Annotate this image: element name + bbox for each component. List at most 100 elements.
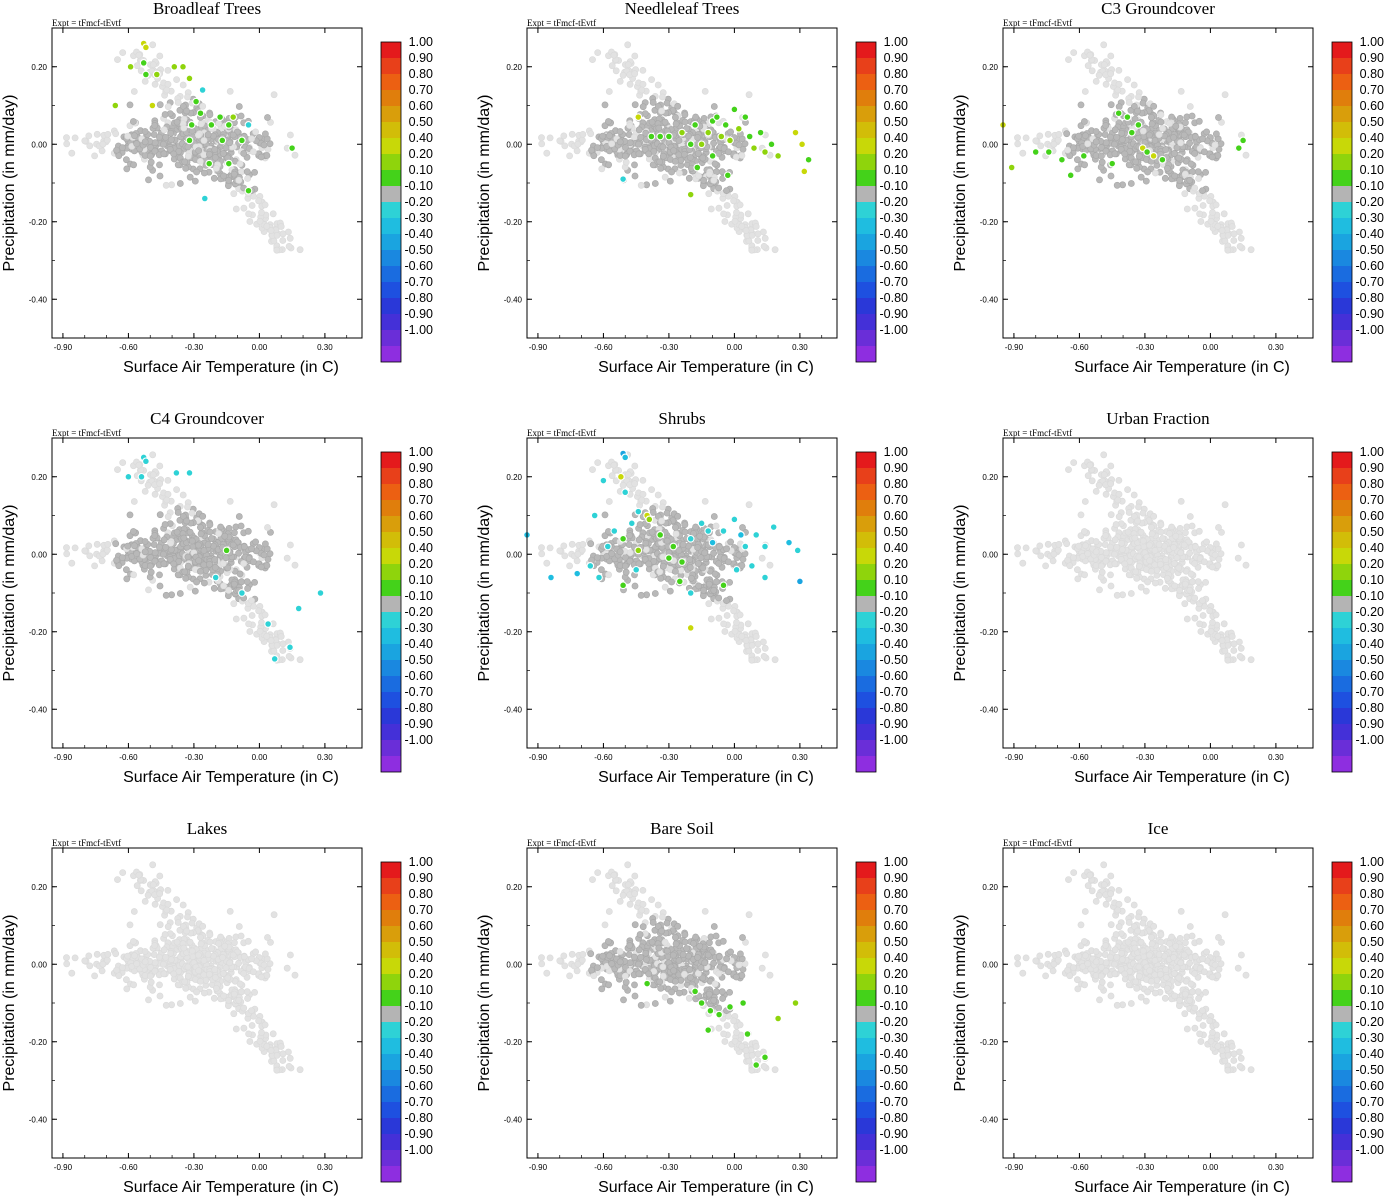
background-point	[561, 552, 569, 560]
data-point	[704, 128, 713, 137]
background-point	[1181, 190, 1189, 198]
background-point	[174, 509, 182, 516]
background-point	[1111, 140, 1118, 148]
background-point	[610, 461, 618, 469]
background-point	[184, 143, 192, 151]
background-point	[1107, 480, 1115, 488]
background-point	[211, 556, 219, 563]
background-point	[1092, 138, 1100, 146]
background-point	[1188, 112, 1196, 120]
background-point	[91, 562, 98, 570]
background-point	[1220, 210, 1228, 218]
background-point	[663, 509, 671, 517]
colorbar-swatch	[1332, 218, 1352, 234]
background-point	[230, 600, 238, 608]
background-point	[156, 462, 164, 470]
background-point	[720, 620, 727, 628]
background-point	[249, 148, 257, 156]
background-point	[1054, 136, 1062, 144]
background-point	[637, 591, 645, 599]
colorbar-label: -0.30	[1356, 211, 1385, 225]
background-point	[251, 989, 258, 996]
data-point	[1079, 152, 1088, 160]
background-point	[1213, 130, 1220, 138]
background-point	[713, 168, 720, 176]
background-point	[675, 151, 683, 159]
background-point	[208, 945, 215, 952]
colorbar-label: 0.70	[1360, 83, 1384, 97]
colorbar-frame	[380, 41, 402, 363]
background-point	[1152, 579, 1159, 587]
background-point	[608, 140, 616, 148]
background-point	[589, 466, 596, 473]
x-tick-label: -0.60	[1070, 753, 1089, 762]
background-point	[672, 157, 679, 165]
background-point	[1081, 118, 1088, 125]
background-point	[657, 575, 665, 582]
background-point	[766, 561, 774, 569]
data-point	[717, 132, 726, 141]
background-point	[1202, 579, 1209, 586]
background-point	[745, 91, 753, 99]
background-point	[141, 948, 149, 955]
data-point	[686, 190, 695, 199]
background-point	[732, 153, 740, 161]
x-tick-label: -0.90	[529, 343, 548, 352]
background-point	[659, 143, 667, 151]
background-point	[1168, 523, 1175, 531]
background-point	[1199, 612, 1207, 619]
background-point	[1191, 184, 1199, 192]
colorbar-swatch	[856, 740, 876, 756]
y-tick-label: 0.00	[982, 140, 998, 149]
colorbar-swatch	[381, 138, 401, 154]
background-point	[257, 563, 265, 571]
background-point	[606, 132, 613, 140]
background-point	[200, 989, 208, 997]
background-point	[631, 582, 639, 590]
background-point	[1113, 181, 1121, 189]
background-point	[1081, 571, 1088, 579]
background-point	[1215, 524, 1222, 531]
colorbar-swatch	[856, 500, 876, 516]
background-point	[1081, 498, 1089, 505]
y-axis-title: Precipitation (in mm/day)	[476, 95, 493, 272]
data-point	[619, 534, 627, 543]
background-point	[1054, 546, 1062, 554]
colorbar-swatch	[856, 692, 876, 708]
colorbar-label: -0.50	[405, 243, 434, 257]
background-point	[1096, 176, 1103, 184]
background-point	[1187, 160, 1195, 168]
background-point	[1115, 490, 1123, 498]
background-point	[129, 118, 137, 125]
background-point	[68, 969, 76, 977]
background-point	[655, 124, 663, 132]
background-point	[694, 544, 701, 551]
data-point	[723, 171, 732, 180]
background-point	[1115, 67, 1123, 74]
data-point	[1058, 155, 1066, 164]
background-point	[130, 498, 138, 505]
background-point	[270, 911, 278, 919]
colorbar-swatch	[381, 218, 401, 234]
background-point	[723, 545, 730, 553]
background-point	[161, 521, 169, 528]
background-point	[240, 614, 248, 622]
data-point	[185, 74, 194, 83]
background-point	[156, 992, 164, 1000]
background-point	[208, 535, 215, 542]
background-point	[186, 173, 194, 181]
background-point	[624, 41, 632, 49]
data-point	[238, 136, 246, 145]
background-point	[149, 451, 157, 459]
background-point	[666, 587, 674, 595]
background-point	[568, 130, 576, 138]
background-point	[219, 150, 227, 157]
background-point	[710, 513, 718, 520]
background-point	[264, 114, 271, 121]
background-point	[206, 938, 214, 946]
background-point	[711, 570, 719, 578]
background-point	[635, 150, 643, 158]
background-point	[668, 578, 675, 586]
background-point	[188, 127, 196, 135]
colorbar-swatch	[381, 90, 401, 106]
